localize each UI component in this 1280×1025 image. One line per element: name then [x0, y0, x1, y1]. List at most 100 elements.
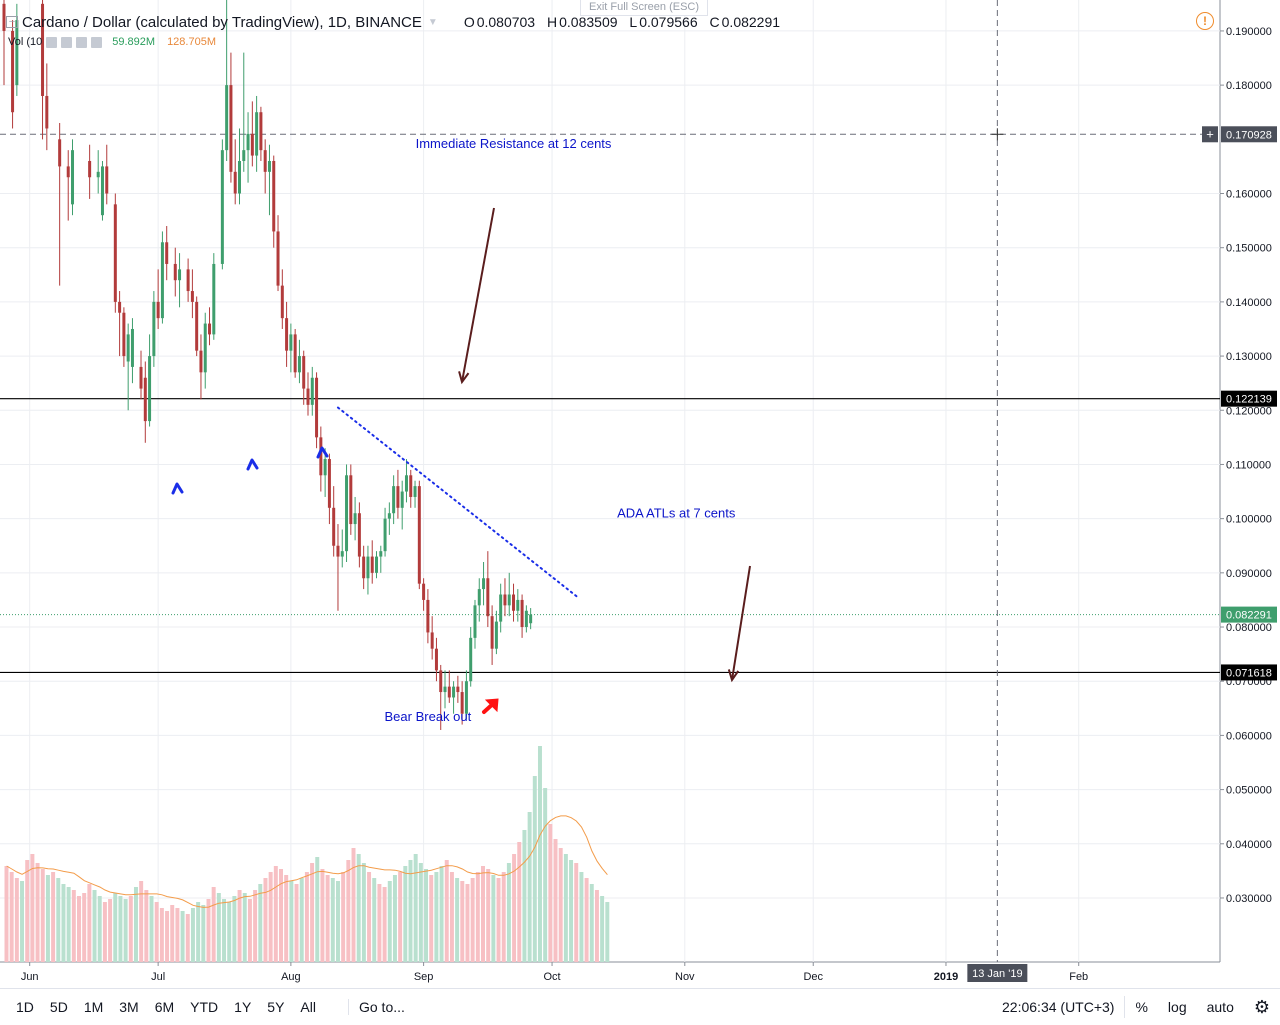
volume-bar: [543, 788, 548, 962]
resistance-arrow-icon-head: [458, 371, 470, 385]
red-arrow-icon: [484, 698, 499, 713]
x-tick-label: Sep: [414, 971, 434, 983]
low-value: 0.079566: [639, 14, 698, 30]
candle-body: [345, 475, 349, 552]
volume-bar: [372, 878, 377, 962]
log-toggle[interactable]: log: [1167, 999, 1187, 1015]
price-chart[interactable]: 0.190000 0.180000 0.160000 0.150000 0.140000…: [0, 0, 1280, 990]
resistance-arrow-icon: [458, 207, 495, 385]
volume-bar: [387, 881, 392, 962]
x-tick-label: Aug: [281, 971, 301, 983]
y-tick-label: 0.120000: [1226, 405, 1272, 417]
candle-body: [332, 507, 336, 546]
candle-body: [229, 85, 233, 172]
eye-icon[interactable]: [46, 36, 58, 48]
volume-bar: [341, 872, 346, 962]
volume-bar: [113, 893, 118, 962]
symbol-title[interactable]: Cardano / Dollar (calculated by TradingV…: [22, 13, 422, 31]
volume-bar: [594, 890, 599, 962]
percent-toggle[interactable]: %: [1135, 999, 1148, 1015]
symbol-dropdown-icon[interactable]: ▼: [427, 16, 438, 28]
high-label: H: [547, 14, 558, 30]
range-all[interactable]: All: [300, 999, 316, 1015]
candle-body: [66, 166, 70, 178]
volume-bar: [563, 854, 568, 962]
price-axis-panel: [1220, 0, 1280, 990]
range-5y[interactable]: 5Y: [267, 999, 285, 1015]
volume-bar: [92, 890, 97, 962]
candle-body: [88, 160, 92, 178]
volume-bar: [201, 905, 206, 962]
candle-body: [45, 95, 49, 129]
atl-arrow-icon-shaft: [731, 565, 751, 681]
y-tick-label: 0.040000: [1226, 839, 1272, 851]
candle-body: [327, 459, 331, 508]
volume-bar: [491, 875, 496, 962]
volume-bar: [273, 866, 278, 962]
volume-bar: [361, 863, 366, 962]
volume-bar: [227, 902, 232, 962]
volume-bar: [82, 893, 87, 962]
price-axis-label: 0.122139: [1226, 394, 1272, 406]
volume-bar: [470, 878, 475, 962]
time-axis-label-bg: [967, 964, 1028, 982]
volume-bar: [527, 812, 532, 962]
x-tick-label: 2019: [934, 971, 958, 983]
range-5d[interactable]: 5D: [49, 999, 68, 1015]
candle-body: [310, 377, 314, 405]
settings-icon[interactable]: [61, 36, 73, 48]
volume-bar: [284, 875, 289, 962]
volume-bar: [418, 863, 423, 962]
y-tick-label: 0.190000: [1226, 26, 1272, 38]
auto-toggle[interactable]: auto: [1206, 999, 1234, 1015]
goto-button[interactable]: Go to...: [347, 999, 405, 1015]
candle-body: [426, 599, 430, 633]
candle-body: [443, 686, 447, 693]
gear-icon[interactable]: ⚙: [1253, 996, 1270, 1017]
candle-body: [494, 621, 498, 649]
volume-bar: [118, 896, 123, 962]
volume-label[interactable]: Vol (10: [8, 36, 43, 48]
collapse-legend-icon[interactable]: –: [6, 16, 18, 28]
more-icon[interactable]: [91, 36, 103, 48]
exit-fullscreen-button[interactable]: Exit Full Screen (ESC): [580, 0, 708, 16]
range-ytd[interactable]: YTD: [190, 999, 219, 1015]
volume-bar: [481, 866, 485, 962]
candle-body: [199, 350, 203, 373]
volume-bar: [512, 854, 517, 962]
warning-icon[interactable]: !: [1196, 12, 1214, 30]
volume-bar: [455, 878, 460, 962]
time-axis-label: 13 Jan '19: [972, 968, 1022, 980]
candle-body: [400, 491, 404, 508]
candle-body: [375, 556, 379, 573]
range-6m[interactable]: 6M: [154, 999, 175, 1015]
volume-bar: [408, 860, 413, 962]
candle-body: [452, 686, 456, 698]
volume-bar: [465, 884, 470, 962]
volume-bar: [392, 875, 397, 962]
volume-bar: [9, 872, 14, 962]
candle-body: [156, 301, 160, 319]
candle-body: [370, 556, 374, 573]
volume-bar: [149, 896, 154, 962]
range-3m[interactable]: 3M: [119, 999, 139, 1015]
range-1d[interactable]: 1D: [16, 999, 34, 1015]
atl-arrow-icon: [727, 565, 751, 683]
volume-bar: [71, 890, 76, 962]
range-1y[interactable]: 1Y: [234, 999, 252, 1015]
candle-body: [11, 30, 15, 113]
volume-bar: [102, 902, 107, 962]
volume-bar: [190, 908, 195, 962]
volume-bar: [40, 869, 45, 962]
range-1m[interactable]: 1M: [83, 999, 104, 1015]
candle-body: [434, 648, 438, 671]
volume-bar: [289, 881, 294, 962]
candle-body: [404, 475, 408, 492]
candle-body: [473, 605, 477, 638]
volume-bar: [367, 872, 372, 962]
clock[interactable]: 22:06:34 (UTC+3): [1002, 999, 1115, 1015]
close-label: C: [709, 14, 720, 30]
volume-bar: [56, 878, 61, 962]
close-icon[interactable]: [76, 36, 88, 48]
x-tick-label: Jul: [151, 971, 165, 983]
